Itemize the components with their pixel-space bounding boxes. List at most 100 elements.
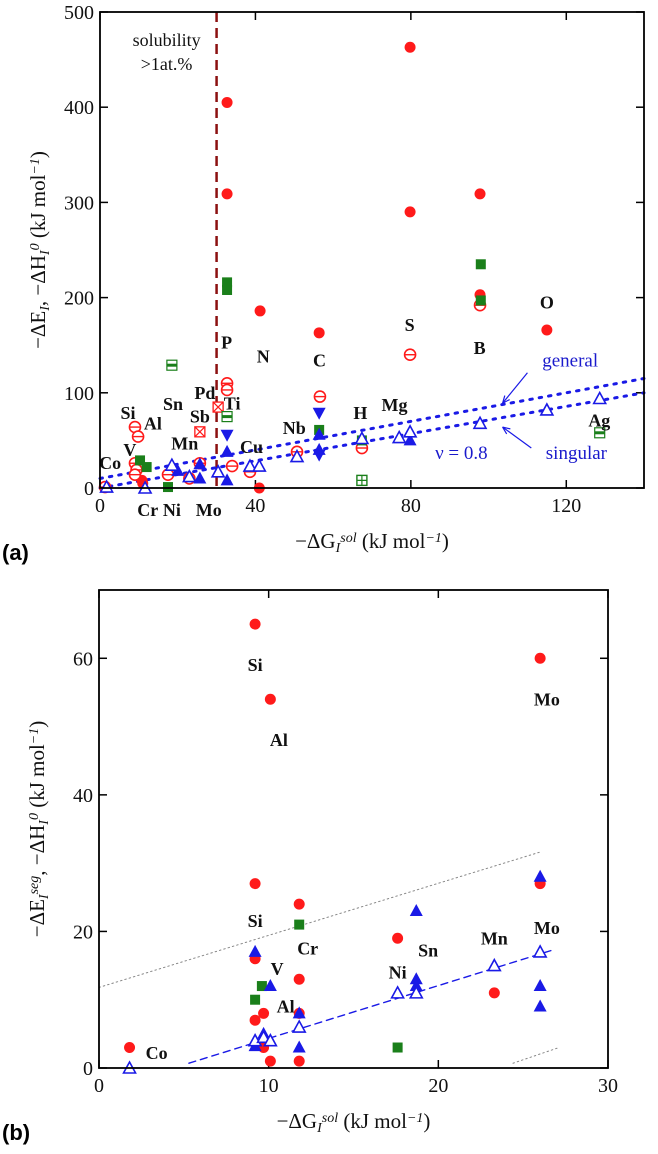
data-point-open-triangle-up (402, 424, 418, 438)
marker-cross (194, 426, 206, 438)
data-point-filled-circle (293, 973, 305, 985)
arrowhead-general (501, 395, 510, 404)
data-point-crossed-square (194, 426, 206, 438)
data-point-open-circle-bar (131, 430, 145, 443)
y-tick-label: 300 (64, 192, 94, 214)
arrowhead-singular (502, 426, 511, 435)
data-point-filled-square (475, 295, 486, 306)
data-point-open-triangle-up (242, 458, 258, 472)
element-label: Mg (382, 395, 408, 415)
data-point-open-triangle-up (390, 985, 405, 999)
data-point-filled-circle (488, 987, 500, 999)
data-point-filled-triangle-up (403, 433, 417, 446)
y-tick-label: 500 (64, 2, 94, 24)
element-label: Sb (190, 407, 210, 427)
x-tick-label: 120 (551, 495, 581, 517)
y-axis-label: −ΔEIseg, −ΔHI0 (kJ mol−1) (25, 721, 52, 938)
element-label: Al (144, 413, 162, 433)
y-tick-label: 400 (64, 97, 94, 119)
threshold-label: solubility (133, 30, 201, 50)
data-point-open-triangle-up (391, 429, 407, 444)
y-tick-label: 20 (73, 921, 93, 943)
element-label: V (123, 440, 136, 460)
data-point-filled-circle (249, 1014, 261, 1026)
data-point-filled-square (250, 994, 261, 1005)
data-point-half-square (221, 411, 233, 423)
element-label: C (313, 350, 326, 370)
data-point-filled-circle (293, 898, 305, 910)
element-label: B (474, 338, 486, 358)
data-point-half-square (594, 427, 606, 439)
data-point-half-square (166, 359, 178, 371)
y-tick-label: 0 (84, 478, 94, 500)
marker-cross (212, 401, 224, 413)
plot-frame (99, 11, 645, 489)
fit-line (512, 1047, 558, 1064)
line-label-general: general (542, 350, 598, 371)
fit-line (188, 948, 557, 1064)
data-point-open-triangle-up (99, 479, 114, 493)
element-label: H (353, 403, 367, 423)
data-point-filled-circle (541, 324, 553, 336)
element-label: Si (248, 655, 263, 675)
data-point-filled-triangle-down (220, 429, 234, 442)
marker-grid (356, 475, 367, 486)
x-tick-label: 0 (95, 495, 105, 517)
x-tick-label: 0 (94, 1075, 104, 1097)
data-point-filled-circle (249, 618, 261, 630)
element-label: Mo (534, 918, 560, 938)
x-tick-label: 20 (428, 1075, 448, 1097)
data-point-filled-circle (258, 1007, 270, 1019)
data-point-open-triangle-up (289, 448, 305, 463)
x-tick-label: 40 (245, 495, 265, 517)
panel-b-chart: 0 10 20 30 0 20 40 60 Si Al Mo Si V Cr Al Co Ni Sn Mn Mo −ΔG… (2, 589, 618, 1145)
data-point-filled-triangle-up (193, 471, 207, 484)
data-point-filled-square (256, 981, 267, 992)
data-point-open-triangle-up (532, 944, 548, 958)
x-tick-label: 30 (598, 1075, 618, 1097)
data-point-open-triangle-up (291, 1019, 307, 1033)
element-label: Ni (163, 500, 181, 520)
element-label: S (405, 315, 415, 335)
element-label: Si (248, 911, 263, 931)
data-point-grid-square (356, 474, 368, 487)
data-point-filled-triangle-up (220, 444, 234, 457)
data-point-filled-circle (249, 878, 261, 890)
data-point-open-circle-bar (225, 459, 239, 473)
marker-bar (222, 415, 233, 419)
data-point-filled-circle (404, 41, 416, 53)
data-point-filled-square (475, 259, 486, 270)
element-label: Sn (418, 941, 438, 961)
element-label: Co (146, 1043, 168, 1063)
threshold-label: >1at.% (141, 54, 193, 74)
element-label: Al (270, 730, 288, 750)
arrow-general (502, 372, 528, 404)
element-label: V (271, 959, 284, 979)
data-point-filled-triangle-up (409, 979, 423, 992)
x-tick-label: 10 (259, 1075, 279, 1097)
line-label-singular: singular (546, 443, 608, 464)
data-point-open-triangle-up (354, 430, 370, 445)
data-point-filled-circle (221, 96, 233, 108)
data-point-filled-square (135, 455, 146, 466)
data-point-filled-circle (534, 652, 546, 664)
fit-line (98, 851, 543, 988)
data-point-filled-circle (404, 206, 416, 218)
data-point-filled-circle (254, 305, 266, 317)
y-tick-label: 0 (83, 1058, 93, 1080)
data-point-open-triangle-up (472, 415, 488, 430)
data-point-filled-square (163, 482, 173, 493)
y-axis-label: −ΔEI, −ΔHI0 (kJ mol−1) (26, 151, 53, 349)
data-point-filled-triangle-up (263, 979, 277, 992)
y-tick-label: 100 (64, 383, 94, 405)
fit-line-general (98, 377, 646, 480)
data-point-filled-circle (124, 1042, 136, 1054)
data-point-filled-triangle-up (248, 944, 262, 957)
element-label: Mo (196, 500, 222, 520)
data-point-open-triangle-up (256, 1029, 271, 1044)
data-point-open-circle-bar (128, 468, 142, 481)
data-point-open-triangle-up (164, 457, 180, 471)
data-point-open-triangle-up (539, 402, 555, 416)
x-axis-label: −ΔGIsol (kJ mol−1) (295, 529, 449, 556)
